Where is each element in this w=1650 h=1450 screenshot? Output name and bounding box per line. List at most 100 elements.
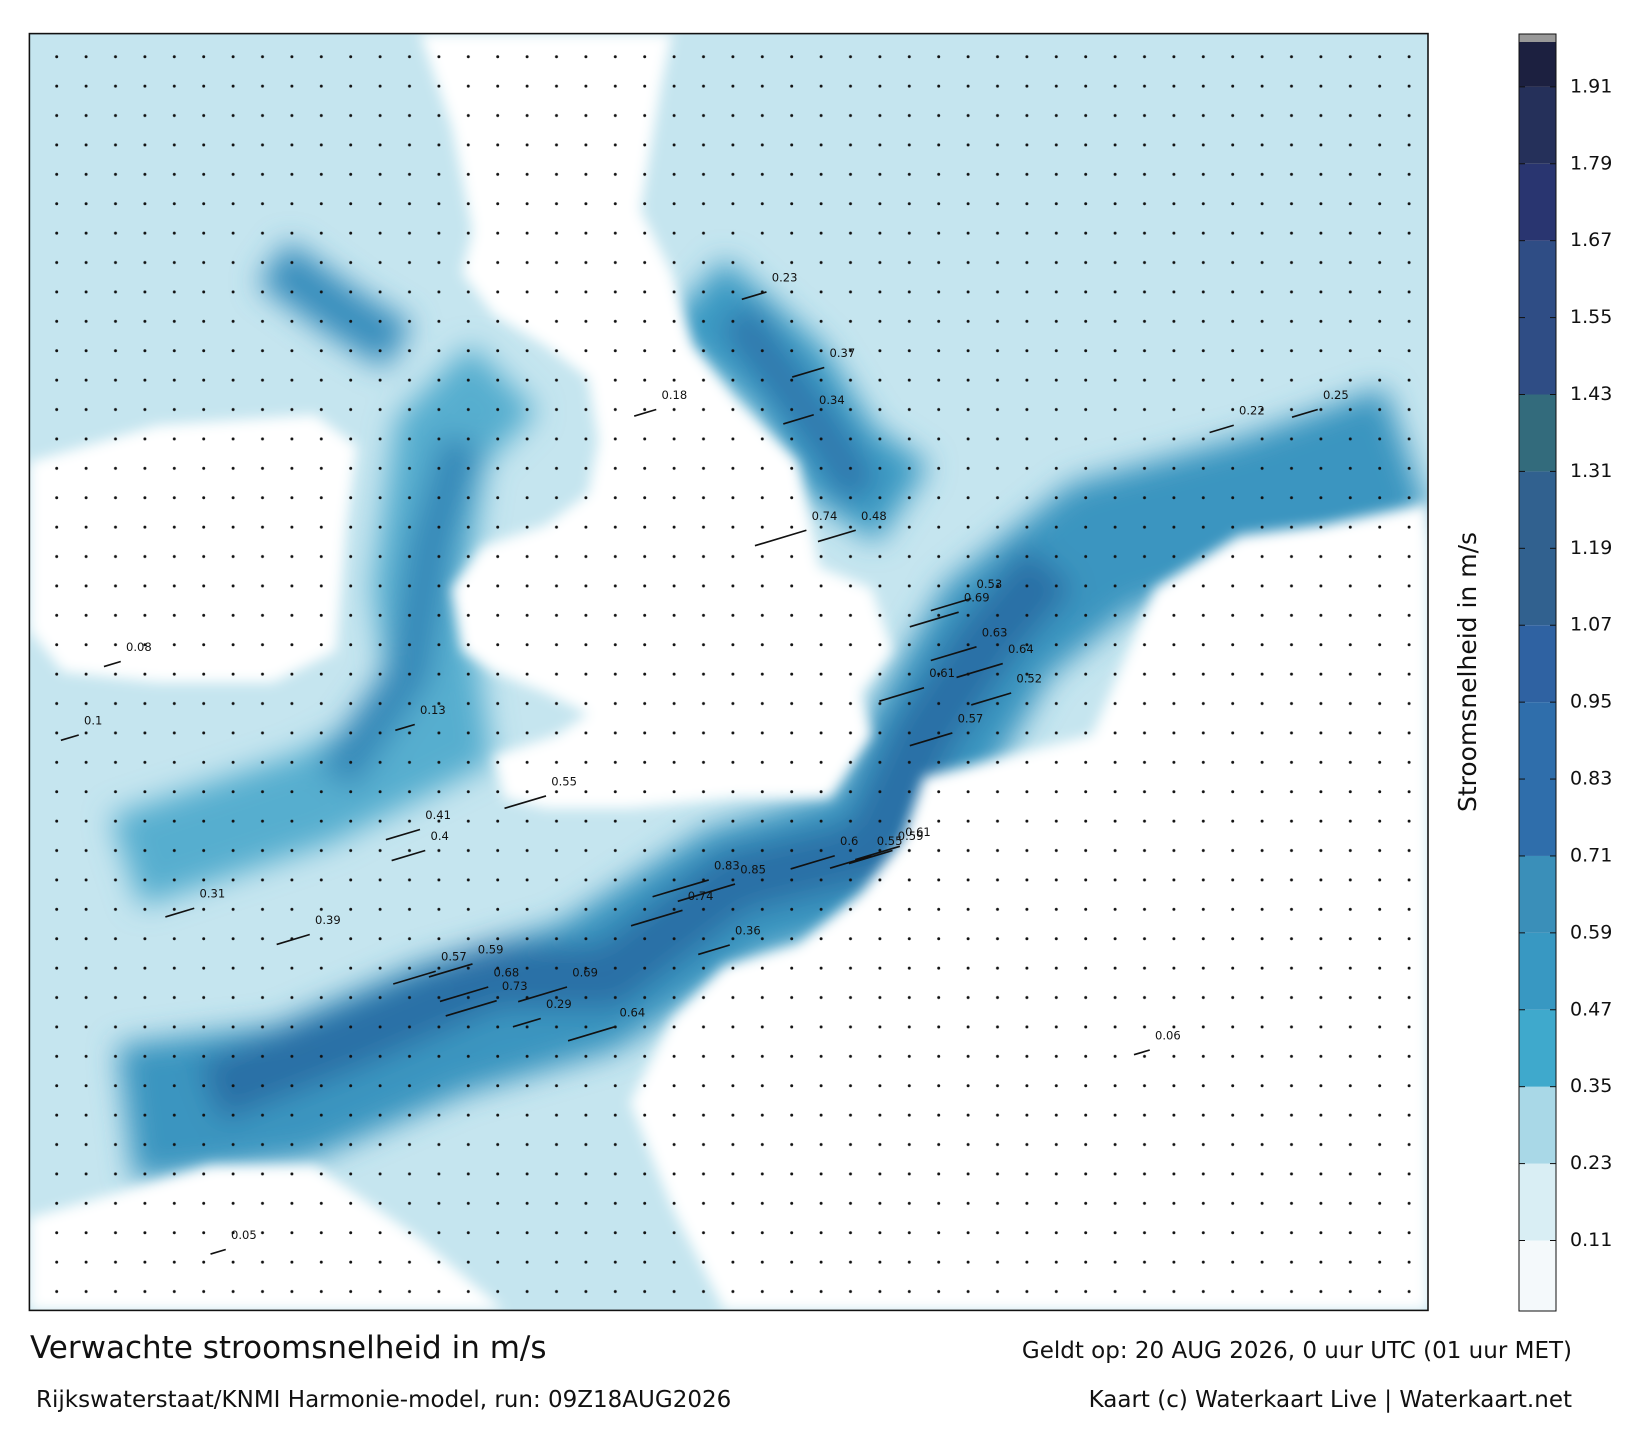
colorbar-band xyxy=(1519,1163,1556,1241)
colorbar-tick-label: 1.91 xyxy=(1570,75,1612,97)
speed-label: 0.57 xyxy=(958,711,984,725)
current-arrow xyxy=(783,413,814,425)
map: 0.69 0.730.68 0.64 0.57 0.59 0.850.83 0.74 0.55… xyxy=(28,32,1429,1312)
current-arrow xyxy=(630,909,683,927)
speed-label: 0.63 xyxy=(982,625,1008,639)
speed-label: 0.23 xyxy=(772,270,798,284)
colorbar-tick-label: 0.23 xyxy=(1570,1152,1612,1174)
current-arrow xyxy=(60,734,79,742)
current-arrow xyxy=(439,986,489,1003)
current-arrow xyxy=(1291,408,1318,419)
speed-label: 0.25 xyxy=(1323,388,1349,402)
colorbar-band xyxy=(1519,471,1556,626)
speed-label: 0.64 xyxy=(1008,642,1034,656)
speed-label: 0.59 xyxy=(478,942,504,956)
colorbar-tick-label: 0.11 xyxy=(1570,1229,1612,1251)
current-arrow xyxy=(652,879,709,898)
current-arrow xyxy=(567,1026,615,1042)
speed-label: 0.36 xyxy=(735,923,761,937)
speed-label: 0.48 xyxy=(861,509,887,523)
speed-label: 0.73 xyxy=(502,979,528,993)
speed-label: 0.4 xyxy=(430,829,448,843)
speed-label: 0.29 xyxy=(546,997,572,1011)
colorbar-tick-label: 1.19 xyxy=(1570,537,1612,559)
speed-label: 0.57 xyxy=(441,950,467,964)
colorbar-tick-label: 0.35 xyxy=(1570,1075,1612,1097)
current-arrow xyxy=(1133,1049,1150,1056)
credit: Kaart (c) Waterkaart Live | Waterkaart.n… xyxy=(1089,1387,1572,1413)
valid-time: Geldt op: 20 AUG 2026, 0 uur UTC (01 uur… xyxy=(1022,1338,1572,1364)
colorbar-tick-label: 0.47 xyxy=(1570,998,1612,1020)
speed-label: 0.55 xyxy=(877,834,903,848)
colorbar-band xyxy=(1519,1240,1556,1311)
speed-label: 0.1 xyxy=(84,713,102,727)
current-arrow xyxy=(848,849,893,865)
current-arrow xyxy=(971,692,1012,706)
colorbar-band xyxy=(1519,625,1556,703)
colorbar-band xyxy=(1519,932,1556,1010)
speed-label: 0.55 xyxy=(551,774,577,788)
speed-label: 0.53 xyxy=(976,577,1002,591)
current-arrow xyxy=(428,963,473,978)
current-arrow xyxy=(276,933,310,946)
speed-label: 0.85 xyxy=(740,863,766,877)
current-arrow xyxy=(504,795,547,810)
current-arrow xyxy=(909,732,953,747)
current-arrow xyxy=(445,999,497,1017)
speed-label: 0.05 xyxy=(231,1228,257,1242)
colorbar-band xyxy=(1519,1086,1556,1164)
current-arrow xyxy=(854,845,901,861)
current-arrow xyxy=(698,944,730,956)
colorbar-tick-label: 0.83 xyxy=(1570,768,1612,790)
current-arrow xyxy=(909,611,959,628)
speed-label: 0.37 xyxy=(829,346,855,360)
colorbar-band xyxy=(1519,702,1556,856)
speed-label: 0.6 xyxy=(840,834,858,848)
speed-label: 0.69 xyxy=(572,965,598,979)
current-arrow xyxy=(790,854,835,870)
speed-label: 0.41 xyxy=(425,808,451,822)
colorbar-band xyxy=(1519,394,1556,472)
speed-label: 0.39 xyxy=(315,913,341,927)
map-frame xyxy=(28,32,1429,1312)
colorbar-tick-label: 1.07 xyxy=(1570,614,1612,636)
current-arrow xyxy=(879,686,925,702)
current-arrow xyxy=(791,366,825,378)
speed-label: 0.18 xyxy=(662,388,688,402)
colorbar-tick-label: 0.95 xyxy=(1570,691,1612,713)
current-arrow xyxy=(741,291,767,301)
speed-label: 0.59 xyxy=(898,829,924,843)
current-arrow xyxy=(165,907,195,918)
speed-label: 0.34 xyxy=(819,393,845,407)
colorbar-tick-label: 1.55 xyxy=(1570,306,1612,328)
colorbar-cap xyxy=(1519,34,1556,42)
current-arrow xyxy=(817,529,856,543)
colorbar-tick-label: 1.67 xyxy=(1570,229,1612,251)
current-arrow xyxy=(103,660,121,668)
speed-label: 0.31 xyxy=(199,887,225,901)
colorbar-band xyxy=(1519,163,1556,241)
colorbar: 0.11 0.23 0.35 0.47 0.59 0.71 0.83 0.95 1.07 1.19… xyxy=(1518,33,1612,1312)
speed-label: 0.61 xyxy=(905,825,931,839)
speed-label: 0.68 xyxy=(493,965,519,979)
colorbar-tick-label: 1.31 xyxy=(1570,460,1612,482)
current-arrow xyxy=(956,662,1003,679)
subtitle: Rijkswaterstaat/KNMI Harmonie-model, run… xyxy=(36,1387,731,1413)
current-arrow xyxy=(633,408,657,417)
colorbar-band xyxy=(1519,240,1556,395)
current-arrow xyxy=(1209,424,1234,434)
colorbar-band xyxy=(1519,1009,1556,1087)
colorbar-label: Stroomsnelheid in m/s xyxy=(1453,532,1482,812)
speed-label: 0.83 xyxy=(714,858,740,872)
speed-label: 0.74 xyxy=(812,509,838,523)
title: Verwachte stroomsnelheid in m/s xyxy=(30,1330,547,1366)
colorbar-tick-label: 0.59 xyxy=(1570,921,1612,943)
current-arrow xyxy=(210,1248,226,1255)
speed-label: 0.61 xyxy=(929,666,955,680)
colorbar-band xyxy=(1519,42,1556,87)
current-arrow xyxy=(677,883,736,903)
speed-labels: 0.69 0.730.68 0.64 0.57 0.59 0.850.83 0.74 0.55… xyxy=(60,270,1349,1255)
speed-label: 0.13 xyxy=(420,703,446,717)
current-arrow xyxy=(512,1017,541,1028)
